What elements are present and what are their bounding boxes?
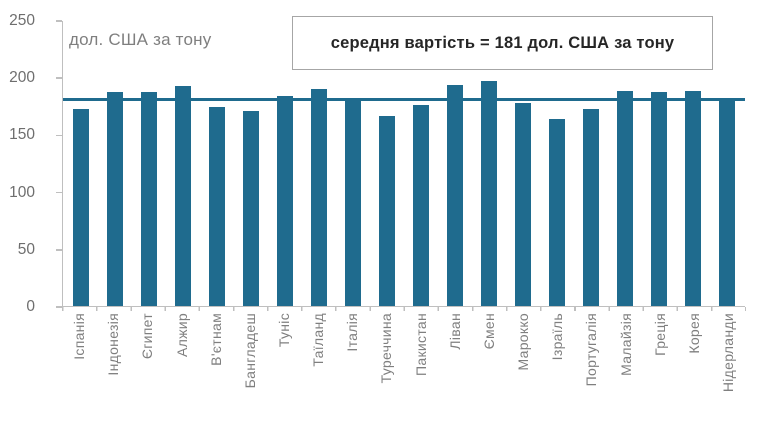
y-tick-mark: [56, 20, 62, 22]
bar: [175, 85, 191, 306]
bar: [549, 119, 565, 306]
y-tick-mark: [56, 134, 62, 137]
y-axis-title: дол. США за тону: [69, 30, 212, 49]
bar: [311, 89, 327, 306]
x-axis-label: Пакистан: [412, 313, 429, 376]
bar: [243, 111, 259, 306]
x-axis-label: Марокко: [515, 313, 532, 371]
plot-area: [62, 21, 745, 307]
bar: [651, 91, 667, 306]
y-tick-label: 200: [9, 69, 35, 87]
y-tick-label: 150: [9, 126, 35, 144]
bar: [345, 98, 361, 306]
x-axis-label: Ліван: [446, 313, 463, 350]
average-annotation-text: середня вартість = 181 дол. США за тону: [330, 33, 675, 52]
x-axis-label: Нідерланди: [720, 313, 737, 393]
bars: [63, 21, 745, 306]
x-axis-label: Ізраїль: [549, 313, 566, 361]
bar: [583, 108, 599, 306]
x-axis-label: Корея: [685, 313, 702, 354]
x-axis-label: Бангладеш: [241, 313, 258, 389]
bar: [719, 99, 735, 306]
x-axis-label: Португалія: [583, 313, 600, 387]
x-axis-label: Єгипет: [139, 313, 156, 360]
x-axis-label: Іспанія: [71, 313, 88, 360]
y-tick-label: 50: [17, 240, 35, 258]
x-axis-label: Греція: [651, 313, 668, 356]
x-axis-label: Таїланд: [310, 313, 327, 367]
y-tick-label: 0: [26, 298, 35, 315]
bar: [481, 81, 497, 306]
x-axis-label: Малайзія: [617, 313, 634, 376]
x-labels: Іспанія Індонезія Єгипет Алжир В'єтнам Бангла…: [62, 313, 745, 426]
y-tick-mark: [56, 77, 62, 79]
y-tick-label: 250: [9, 12, 35, 29]
x-axis-label: Туреччина: [378, 313, 395, 384]
x-axis-label: Італія: [344, 313, 361, 352]
average-annotation-box: середня вартість = 181 дол. США за тону: [292, 16, 713, 70]
bar: [379, 115, 395, 306]
x-axis-label: Алжир: [173, 313, 190, 357]
y-tick-label: 100: [9, 183, 35, 201]
bar: [141, 91, 157, 306]
bar: [277, 96, 293, 306]
bar: [617, 90, 633, 306]
bar: [413, 105, 429, 306]
bar: [515, 103, 531, 306]
bar: [447, 84, 463, 306]
bar: [107, 91, 123, 306]
bar: [209, 106, 225, 306]
x-axis-label: Туніс: [276, 313, 293, 348]
x-axis-label: Індонезія: [105, 313, 122, 376]
x-axis-label: В'єтнам: [207, 313, 224, 366]
bar: [73, 108, 89, 306]
average-line: [63, 98, 745, 101]
x-axis-label: Ємен: [480, 313, 497, 350]
y-tick-mark: [56, 306, 62, 308]
y-tick-mark: [56, 191, 62, 194]
bar: [685, 90, 701, 306]
y-tick-mark: [56, 249, 62, 251]
x-axis-ticks: [62, 307, 746, 311]
